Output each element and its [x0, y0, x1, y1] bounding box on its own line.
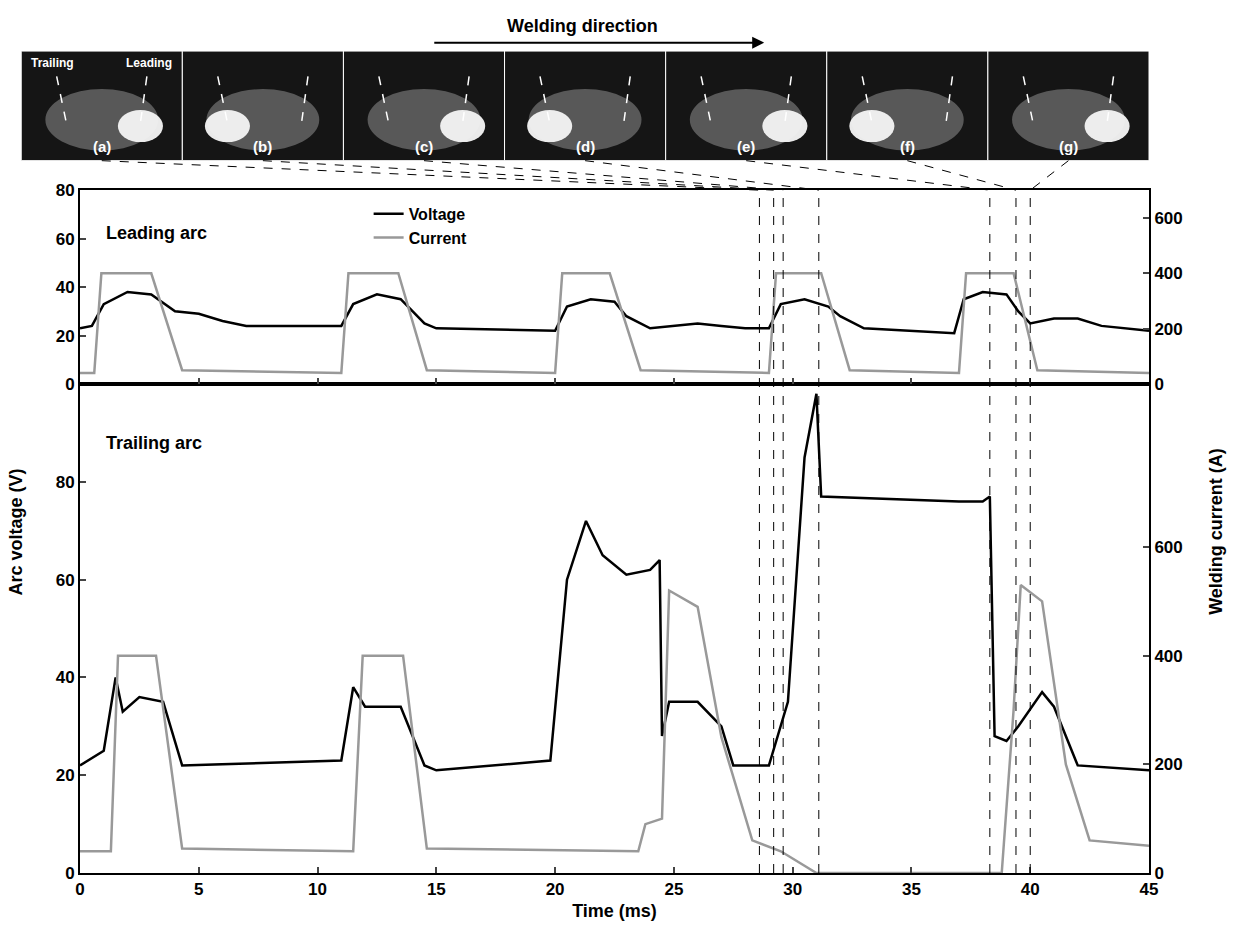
- svg-text:20: 20: [56, 327, 75, 346]
- svg-text:5: 5: [194, 880, 203, 899]
- svg-text:Welding direction: Welding direction: [507, 16, 658, 36]
- svg-text:30: 30: [783, 880, 802, 899]
- svg-text:10: 10: [308, 880, 327, 899]
- svg-text:Welding current (A): Welding current (A): [1206, 448, 1226, 615]
- svg-text:Current: Current: [409, 230, 467, 247]
- svg-text:(b): (b): [253, 138, 272, 155]
- svg-text:60: 60: [56, 230, 75, 249]
- svg-text:600: 600: [1154, 209, 1182, 228]
- svg-text:200: 200: [1154, 320, 1182, 339]
- svg-text:0: 0: [1154, 375, 1163, 394]
- svg-text:40: 40: [56, 668, 75, 687]
- svg-text:(c): (c): [415, 138, 433, 155]
- svg-text:Voltage: Voltage: [409, 206, 466, 223]
- svg-text:(d): (d): [576, 138, 595, 155]
- svg-text:25: 25: [664, 880, 683, 899]
- svg-text:600: 600: [1154, 538, 1182, 557]
- svg-text:400: 400: [1154, 264, 1182, 283]
- svg-text:0: 0: [75, 880, 84, 899]
- svg-text:Leading arc: Leading arc: [106, 223, 207, 243]
- svg-text:Leading: Leading: [126, 56, 172, 70]
- svg-text:20: 20: [56, 766, 75, 785]
- svg-text:45: 45: [1140, 880, 1159, 899]
- svg-text:400: 400: [1154, 647, 1182, 666]
- svg-text:0: 0: [65, 375, 74, 394]
- svg-text:35: 35: [902, 880, 921, 899]
- svg-text:200: 200: [1154, 755, 1182, 774]
- svg-text:(f): (f): [900, 138, 915, 155]
- svg-text:(a): (a): [93, 138, 111, 155]
- svg-text:(e): (e): [737, 138, 755, 155]
- svg-text:0: 0: [65, 864, 74, 883]
- svg-text:80: 80: [56, 181, 75, 200]
- svg-text:20: 20: [546, 880, 565, 899]
- svg-text:Arc voltage (V): Arc voltage (V): [6, 468, 26, 595]
- svg-text:Time (ms): Time (ms): [572, 901, 657, 921]
- svg-text:40: 40: [56, 278, 75, 297]
- svg-text:Trailing: Trailing: [31, 56, 74, 70]
- svg-text:Trailing arc: Trailing arc: [106, 433, 202, 453]
- svg-text:(g): (g): [1059, 138, 1078, 155]
- svg-text:60: 60: [56, 571, 75, 590]
- svg-text:40: 40: [1021, 880, 1040, 899]
- svg-text:0: 0: [1154, 864, 1163, 883]
- svg-text:15: 15: [427, 880, 446, 899]
- svg-text:80: 80: [56, 473, 75, 492]
